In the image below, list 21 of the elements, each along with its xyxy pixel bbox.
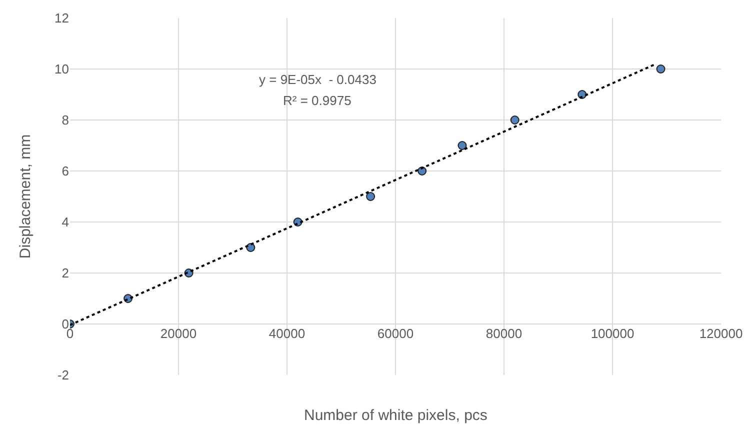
x-tick-label: 100000 — [590, 326, 634, 341]
y-axis-title: Displacement, mm — [17, 134, 34, 259]
y-tick-label: -2 — [57, 368, 69, 383]
point — [366, 192, 376, 201]
x-tick-label: 40000 — [268, 326, 306, 341]
point — [458, 141, 467, 150]
x-tick-label: 20000 — [160, 326, 197, 341]
annotation: y = 9E-05x - 0.0433 — [259, 72, 376, 87]
y-tick-label: 12 — [54, 10, 69, 26]
point — [656, 64, 666, 74]
x-tick-label: 120000 — [699, 326, 743, 341]
x-axis-title: Number of white pixels, pcs — [304, 407, 488, 424]
y-tick-label: 4 — [62, 214, 69, 230]
annotation: R² = 0.9975 — [283, 93, 352, 108]
y-tick-label: 10 — [54, 62, 69, 77]
point — [510, 116, 520, 124]
y-tick-label: 2 — [62, 266, 69, 281]
y-tick-label: 6 — [62, 164, 69, 179]
y-tick-label: 8 — [62, 112, 69, 128]
x-tick-label: 80000 — [486, 326, 522, 341]
x-tick-label: 60000 — [377, 326, 414, 341]
